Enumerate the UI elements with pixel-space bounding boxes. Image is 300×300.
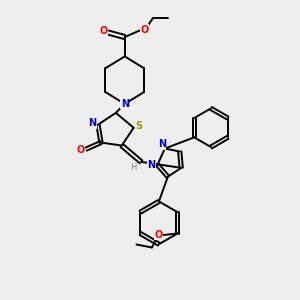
Text: N: N [121,99,129,109]
Text: O: O [140,25,149,35]
Text: O: O [99,26,107,36]
Text: H: H [130,163,137,172]
Text: N: N [158,139,166,149]
Text: O: O [154,230,163,240]
Text: N: N [147,160,155,170]
Text: S: S [135,121,142,131]
Text: N: N [88,118,97,128]
Text: O: O [76,145,85,155]
